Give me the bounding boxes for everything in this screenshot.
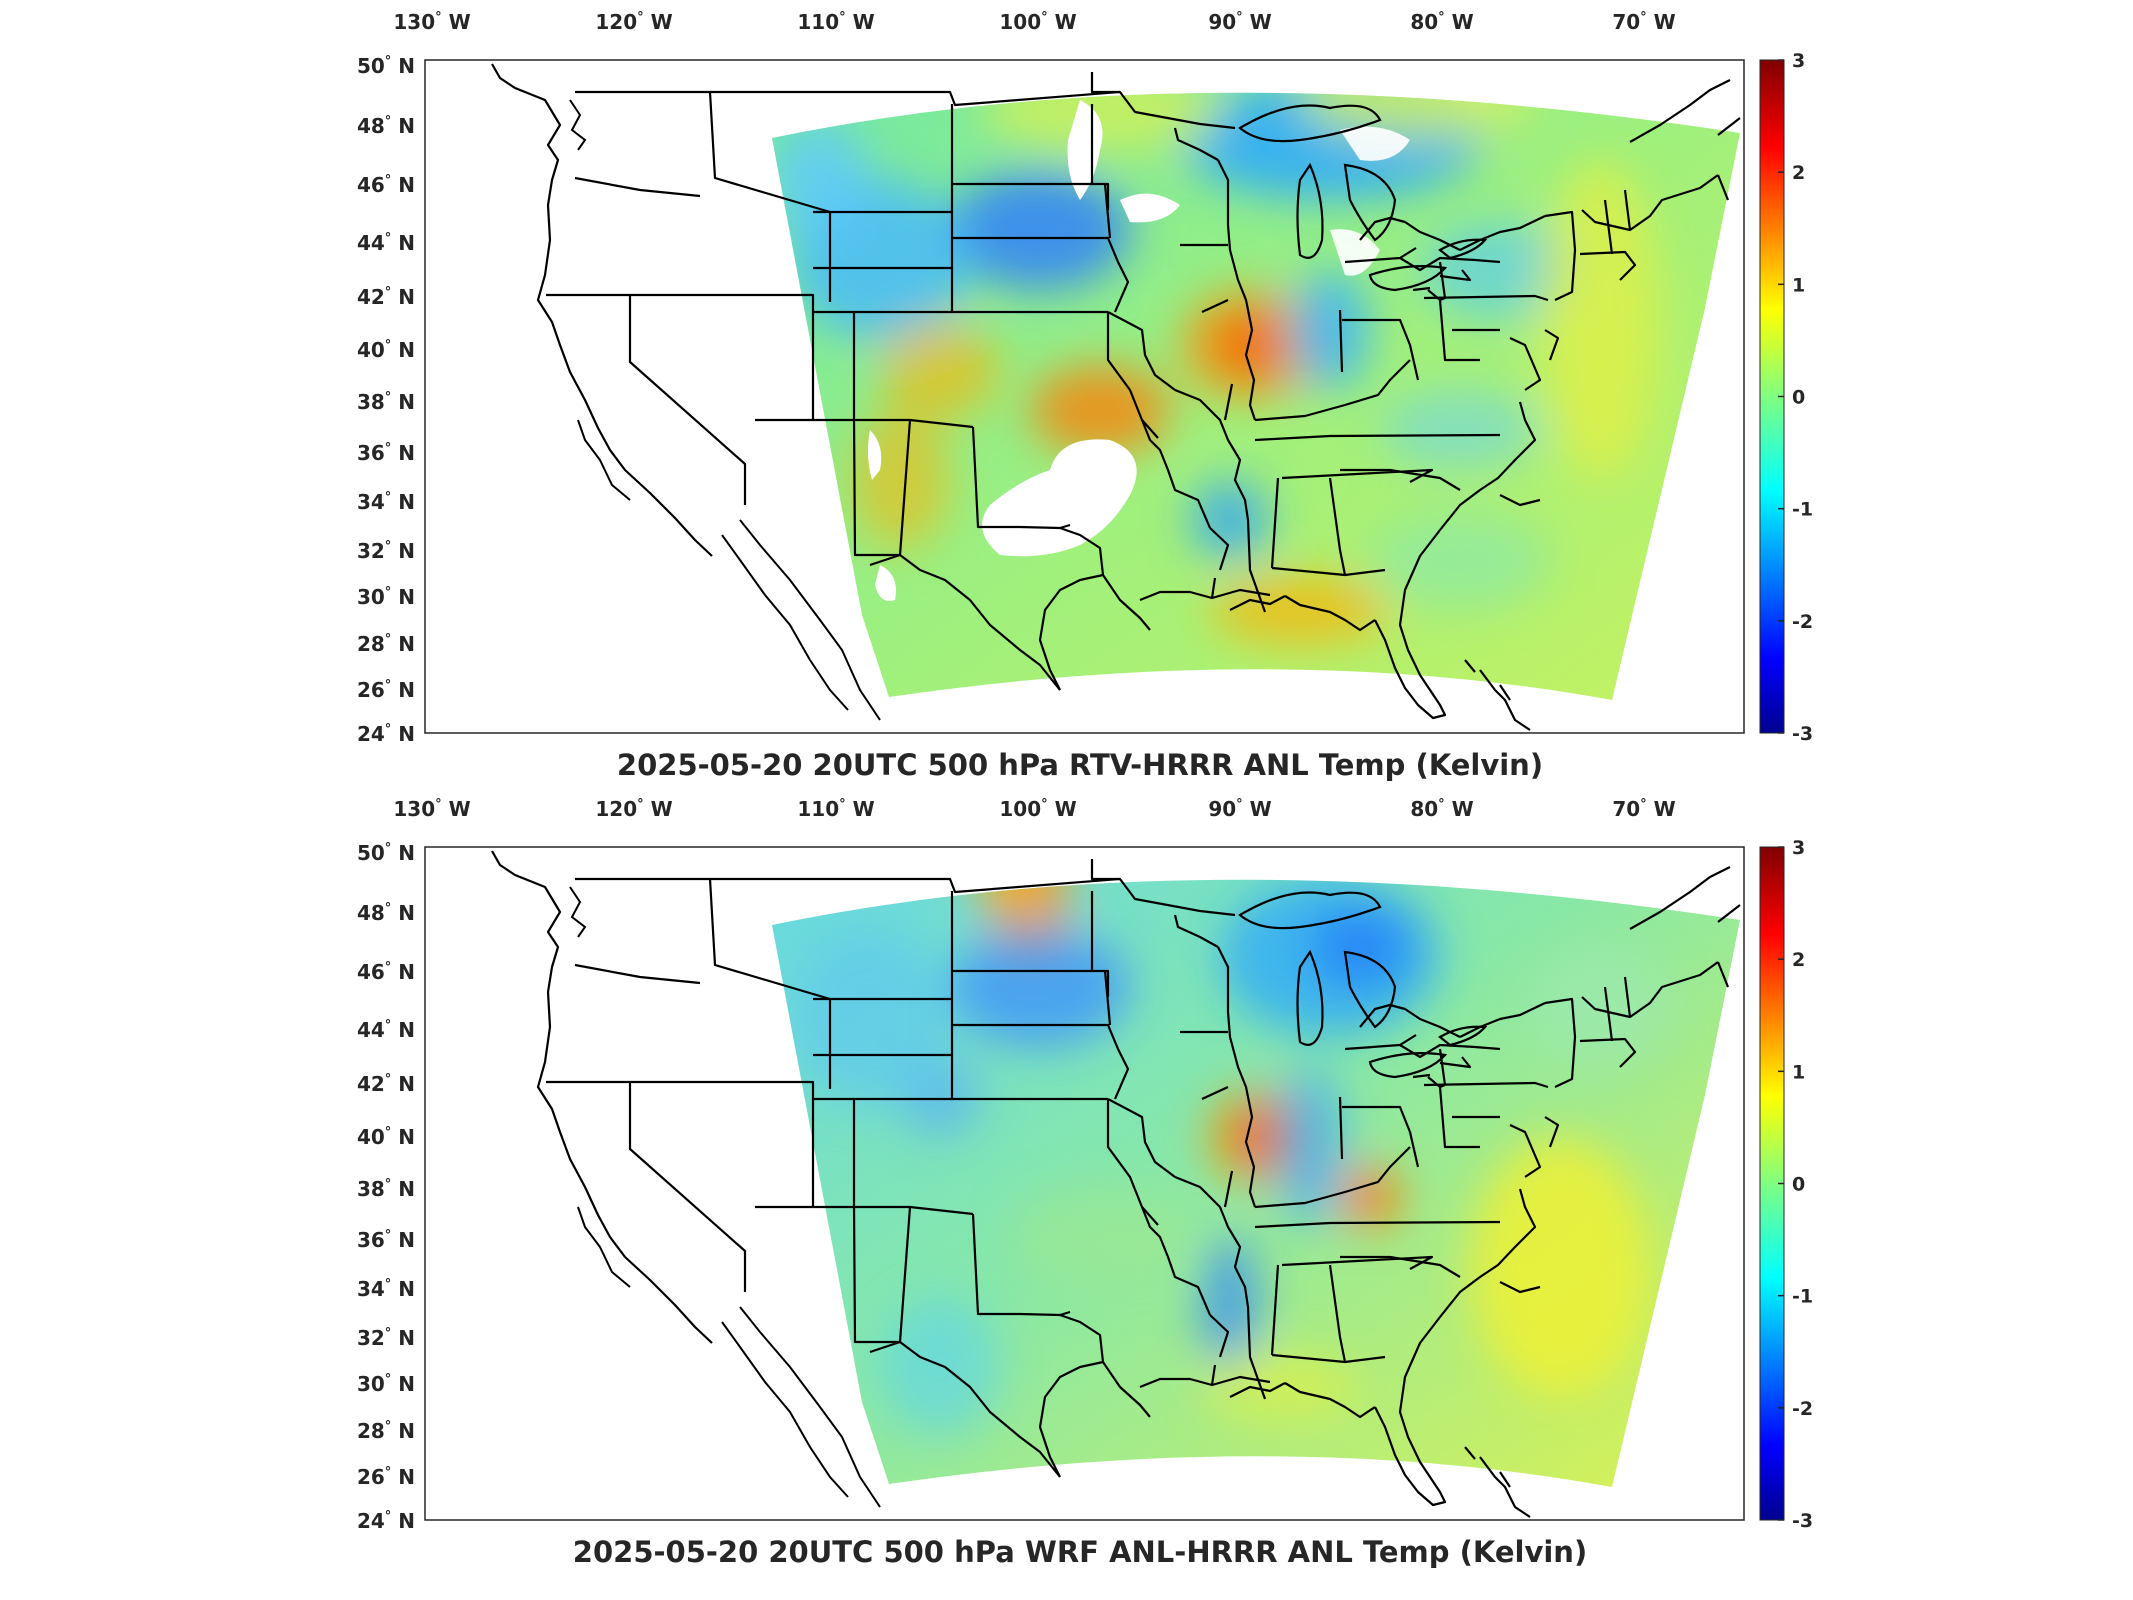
longitude-tick-label: 130° W: [393, 10, 470, 34]
panel-title: 2025-05-20 20UTC 500 hPa WRF ANL-HRRR AN…: [573, 1535, 1587, 1569]
latitude-tick-label: 44° N: [357, 1018, 415, 1042]
state-boundaries: [491, 63, 1741, 731]
latitude-tick-label: 44° N: [357, 231, 415, 255]
colorbar-tick-label: 3: [1792, 837, 1805, 859]
colorbar-tick-label: 2: [1792, 162, 1805, 184]
great-lakes: [1238, 891, 1488, 1079]
great-lakes: [1238, 104, 1488, 292]
longitude-tick-label: 130° W: [393, 797, 470, 821]
longitude-tick-label: 120° W: [595, 10, 672, 34]
latitude-tick-label: 32° N: [357, 1326, 415, 1350]
longitude-tick-label: 70° W: [1612, 797, 1675, 821]
colorbar-tick-label: 2: [1792, 949, 1805, 971]
longitude-tick-label: 80° W: [1410, 797, 1473, 821]
latitude-tick-label: 38° N: [357, 390, 415, 414]
latitude-tick-label: 48° N: [357, 114, 415, 138]
latitude-tick-label: 28° N: [357, 632, 415, 656]
colorbar-tick-label: -2: [1792, 611, 1813, 633]
latitude-tick-label: 36° N: [357, 1228, 415, 1252]
latitude-tick-label: 28° N: [357, 1419, 415, 1443]
colorbar-tick-label: -1: [1792, 499, 1813, 521]
latitude-tick-label: 40° N: [357, 338, 415, 362]
longitude-tick-label: 110° W: [797, 10, 874, 34]
colorbar-tick-label: -2: [1792, 1398, 1813, 1420]
latitude-tick-label: 48° N: [357, 901, 415, 925]
colorbar-tick-label: -3: [1792, 1510, 1813, 1532]
latitude-tick-label: 42° N: [357, 285, 415, 309]
map-panel-rtv: 130° W 120° W 110° W 100° W 90° W 80° W 70° W …: [357, 10, 1813, 782]
longitude-tick-label: 100° W: [999, 10, 1076, 34]
latitude-tick-label: 50° N: [357, 54, 415, 78]
latitude-tick-label: 26° N: [357, 1465, 415, 1489]
longitude-tick-labels: 130° W 120° W 110° W 100° W 90° W 80° W 70° W: [393, 797, 1675, 821]
latitude-tick-label: 46° N: [357, 960, 415, 984]
latitude-tick-label: 42° N: [357, 1072, 415, 1096]
colorbar-tick-label: 1: [1792, 274, 1805, 296]
latitude-tick-label: 34° N: [357, 490, 415, 514]
latitude-tick-label: 46° N: [357, 173, 415, 197]
map-figure: 130° W 120° W 110° W 100° W 90° W 80° W 70° W …: [357, 10, 1813, 782]
coastline-detail: [569, 99, 881, 721]
latitude-tick-label: 32° N: [357, 539, 415, 563]
longitude-tick-label: 90° W: [1208, 797, 1271, 821]
colorbar-tick-label: -3: [1792, 723, 1813, 745]
longitude-tick-label: 110° W: [797, 797, 874, 821]
colorbar-tick-label: 3: [1792, 50, 1805, 72]
longitude-tick-label: 70° W: [1612, 10, 1675, 34]
longitude-tick-label: 80° W: [1410, 10, 1473, 34]
latitude-tick-label: 36° N: [357, 441, 415, 465]
longitude-tick-label: 120° W: [595, 797, 672, 821]
panel-title: 2025-05-20 20UTC 500 hPa RTV-HRRR ANL Te…: [617, 748, 1543, 782]
coastline-detail: [569, 886, 881, 1508]
latitude-tick-label: 24° N: [357, 722, 415, 746]
latitude-tick-label: 38° N: [357, 1177, 415, 1201]
temperature-difference-field: [772, 92, 1740, 701]
latitude-tick-label: 30° N: [357, 585, 415, 609]
latitude-tick-labels: 50° N 48° N 46° N 44° N 42° N 40° N 38° N 36° N…: [357, 54, 415, 746]
colorbar-tick-labels: 3 2 1 0 -1 -2 -3: [1778, 50, 1813, 745]
latitude-tick-label: 24° N: [357, 1509, 415, 1533]
latitude-tick-label: 50° N: [357, 841, 415, 865]
colorbar-tick-label: 0: [1792, 1174, 1805, 1196]
temperature-difference-field: [772, 879, 1740, 1488]
colorbar-tick-label: -1: [1792, 1286, 1813, 1308]
colorbar-tick-label: 1: [1792, 1061, 1805, 1083]
latitude-tick-label: 34° N: [357, 1277, 415, 1301]
longitude-tick-label: 90° W: [1208, 10, 1271, 34]
latitude-tick-label: 26° N: [357, 678, 415, 702]
latitude-tick-label: 30° N: [357, 1372, 415, 1396]
map-figure: 130° W 120° W 110° W 100° W 90° W 80° W 70° W …: [357, 797, 1813, 1569]
latitude-tick-label: 40° N: [357, 1125, 415, 1149]
colorbar-tick-label: 0: [1792, 387, 1805, 409]
latitude-tick-labels: 50° N 48° N 46° N 44° N 42° N 40° N 38° N 36° N…: [357, 841, 415, 1533]
map-panel-wrf: 130° W 120° W 110° W 100° W 90° W 80° W 70° W …: [0, 787, 2133, 1587]
state-boundaries: [491, 850, 1741, 1518]
longitude-tick-label: 100° W: [999, 797, 1076, 821]
longitude-tick-labels: 130° W 120° W 110° W 100° W 90° W 80° W 70° W: [393, 10, 1675, 34]
colorbar-tick-labels: 3 2 1 0 -1 -2 -3: [1778, 837, 1813, 1532]
